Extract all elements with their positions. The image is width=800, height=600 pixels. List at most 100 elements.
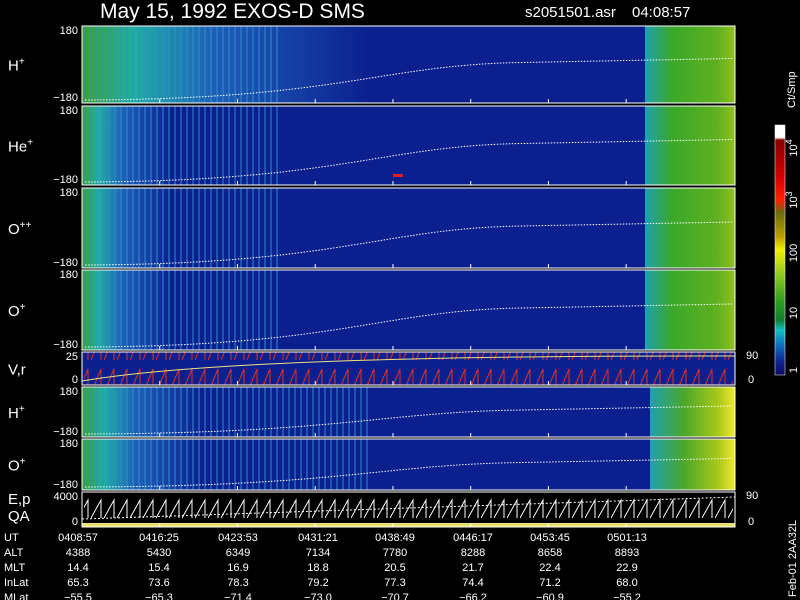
trace <box>81 355 736 382</box>
axis-tick-label: −180 <box>53 479 78 491</box>
axis-tick-label: −180 <box>53 92 78 104</box>
row-label: ALT <box>4 547 24 559</box>
attitude-curve <box>84 221 733 266</box>
axis-tick-label: −180 <box>53 426 78 438</box>
axis-tick-label: −180 <box>53 174 78 186</box>
attitude-curve <box>84 58 733 101</box>
panel-label: O++ <box>8 220 32 238</box>
spectrum-right <box>645 270 735 350</box>
spectrum-stripes <box>82 188 282 268</box>
spectrum-right <box>645 26 735 103</box>
cell: 5430 <box>147 547 171 559</box>
label-sup: + <box>27 138 33 149</box>
label-base: 10 <box>788 144 800 156</box>
axis-tick-label: 180 <box>60 187 78 199</box>
attitude-curve <box>84 458 733 488</box>
panel-frame <box>81 438 736 491</box>
axis-tick-label: 180 <box>60 25 78 37</box>
axis-tick-label: 0 <box>72 374 78 386</box>
attitude-curve <box>84 139 733 183</box>
cell: 0438:49 <box>375 532 415 544</box>
axis-tick-label: −180 <box>53 339 78 351</box>
panel-frame <box>81 386 736 438</box>
spectrum-stripes <box>82 387 372 437</box>
panel-frame <box>81 105 736 186</box>
axis-tick-label: 0 <box>72 516 78 528</box>
cell: 0423:53 <box>218 532 258 544</box>
colorbar-label: 1 <box>788 367 800 373</box>
label-sup: + <box>20 302 26 313</box>
panel-label: O+ <box>8 302 26 320</box>
cell: 22.9 <box>616 562 637 574</box>
right-tick-label: 90 <box>746 490 758 502</box>
cell: 74.4 <box>462 577 483 589</box>
spectrum-stripes <box>82 439 372 490</box>
spectrum-stripes <box>82 106 282 185</box>
cell: −65.3 <box>145 592 173 600</box>
row-label: MLat <box>4 592 28 600</box>
cell: 7780 <box>383 547 407 559</box>
panel-label: H+ <box>8 57 25 75</box>
cell: 14.4 <box>67 562 88 574</box>
panel-frame <box>81 351 736 386</box>
colorbar-unit: Ct/Smp <box>786 71 798 108</box>
panel-frame <box>81 269 736 351</box>
label-base: V,r <box>8 362 26 379</box>
cell: 6349 <box>226 547 250 559</box>
axis-tick-label: 180 <box>60 438 78 450</box>
cell: 21.7 <box>462 562 483 574</box>
panel-label: E,p <box>8 491 31 508</box>
cell: −55.5 <box>64 592 92 600</box>
cell: 68.0 <box>616 577 637 589</box>
axis-tick-label: 25 <box>66 351 78 363</box>
label-base: 10 <box>788 196 800 208</box>
colorbar-label: 104 <box>784 139 800 156</box>
label-base: H <box>8 405 19 422</box>
cell: 78.3 <box>227 577 248 589</box>
colorbar-label: 10 <box>788 307 800 319</box>
spectrum-stripes <box>82 270 282 350</box>
label-sup: 3 <box>784 191 794 196</box>
cell: −73.0 <box>304 592 332 600</box>
cell: 15.4 <box>148 562 169 574</box>
label-sup: + <box>19 404 25 415</box>
label-sup: 4 <box>784 139 794 144</box>
axis-tick-label: −180 <box>53 257 78 269</box>
panel-label: O+ <box>8 457 26 475</box>
label-base: He <box>8 139 27 156</box>
cell: −71.4 <box>224 592 252 600</box>
label-base: O <box>8 458 20 475</box>
marker <box>393 174 403 177</box>
cell: 0416:25 <box>139 532 179 544</box>
panel-frame <box>81 491 736 528</box>
label-sup: + <box>20 457 26 468</box>
label-sup: + <box>19 57 25 68</box>
right-tick-label: 0 <box>748 374 754 386</box>
cell: 8658 <box>538 547 562 559</box>
colorbar <box>774 124 786 376</box>
label-base: E,p <box>8 491 31 508</box>
panel-label: V,r <box>8 362 26 379</box>
cell: 16.9 <box>227 562 248 574</box>
cell: 73.6 <box>148 577 169 589</box>
panel-frame <box>81 187 736 269</box>
cell: 8288 <box>461 547 485 559</box>
panel-frame <box>81 25 736 104</box>
energy-trace <box>84 492 733 523</box>
label-base: O <box>8 221 20 238</box>
cell: 0453:45 <box>530 532 570 544</box>
attitude-curve <box>84 405 733 435</box>
trace <box>81 496 736 520</box>
colorbar-label: 103 <box>784 191 800 208</box>
cell: 65.3 <box>67 577 88 589</box>
axis-tick-label: 180 <box>60 105 78 117</box>
label-sup: ++ <box>20 220 32 231</box>
time: 04:08:57 <box>632 4 690 21</box>
cell: −55.2 <box>613 592 641 600</box>
title: May 15, 1992 EXOS-D SMS <box>100 0 365 23</box>
axis-tick-label: 4000 <box>54 491 78 503</box>
cell: 71.2 <box>539 577 560 589</box>
cell: 77.3 <box>384 577 405 589</box>
cell: 4388 <box>66 547 90 559</box>
